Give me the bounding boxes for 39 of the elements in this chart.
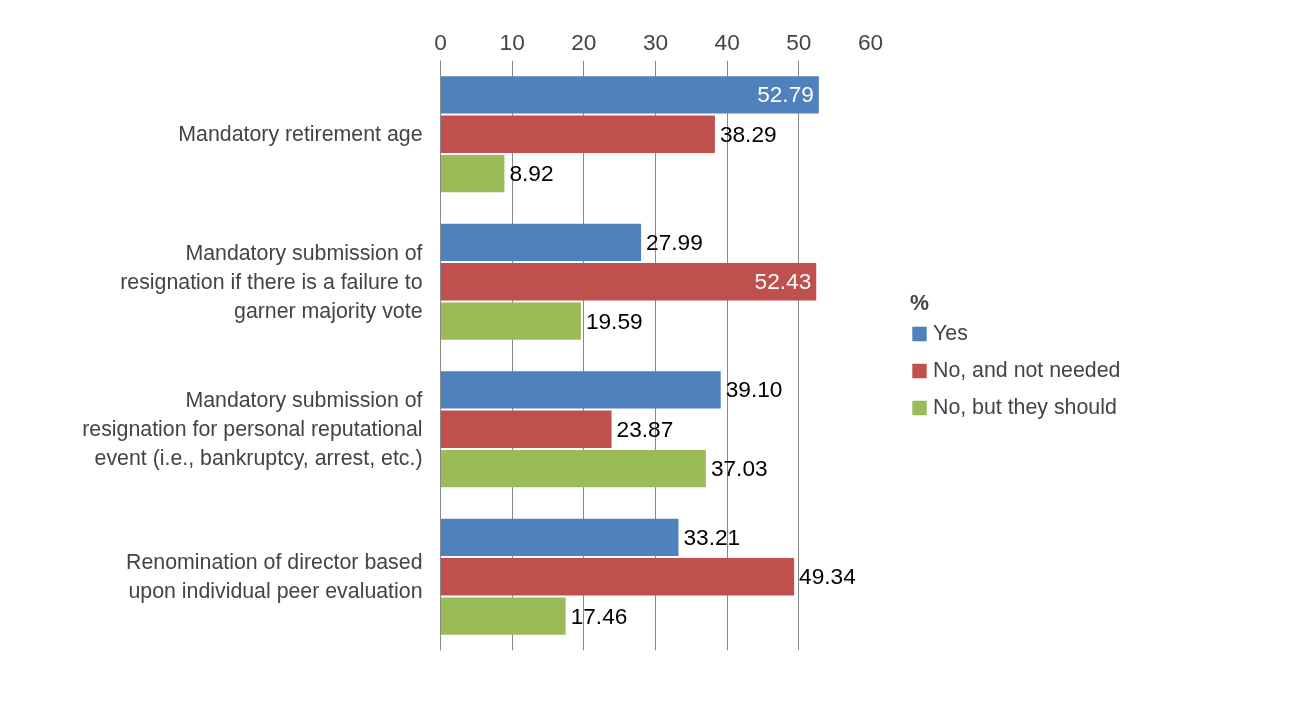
- data-label: 39.10: [725, 376, 783, 403]
- bar: [440, 263, 817, 301]
- y-tick-label: Mandatory submission of resignation for personal reputational event (i.e., bankruptcy, arrest, etc.): [82, 388, 423, 471]
- x-tick-label: 10: [499, 28, 525, 55]
- bar: [440, 154, 505, 193]
- data-label: 33.21: [683, 523, 741, 550]
- x-tick-label: 50: [786, 28, 812, 55]
- data-label: 52.79: [757, 81, 814, 108]
- x-tick-label: 30: [642, 28, 669, 55]
- data-label: 17.46: [570, 602, 628, 629]
- bar: [440, 410, 612, 448]
- data-label: 49.34: [799, 563, 856, 590]
- y-tick-label: Renomination of director based upon individual peer evaluation: [126, 550, 423, 604]
- data-label: 37.03: [710, 455, 768, 482]
- legend-label: Yes: [933, 320, 968, 346]
- bar: [440, 76, 819, 114]
- y-tick-label: Mandatory submission of resignation if there is a failure to garner majority vote: [120, 240, 423, 323]
- bar: [440, 449, 706, 488]
- data-label: 23.87: [616, 415, 674, 442]
- bar: [440, 223, 642, 262]
- y-tick-label: Mandatory retirement age: [178, 122, 423, 147]
- legend-label: No, and not needed: [933, 357, 1121, 383]
- data-label: 52.43: [754, 268, 812, 295]
- x-tick-label: 40: [714, 28, 740, 55]
- x-tick-label: 60: [857, 28, 884, 55]
- bar: [440, 558, 795, 596]
- x-tick-label: 0: [434, 28, 447, 55]
- bar: [440, 518, 679, 557]
- legend-label: No, but they should: [933, 394, 1117, 420]
- data-label: 8.92: [509, 160, 554, 187]
- data-label: 27.99: [646, 228, 703, 255]
- legend-title: %: [910, 290, 930, 316]
- bar: [440, 302, 581, 340]
- bar: [440, 371, 721, 409]
- x-tick-label: 20: [571, 28, 597, 55]
- data-label: 38.29: [719, 120, 777, 147]
- bar: [440, 597, 566, 635]
- bar: [440, 115, 715, 153]
- data-label: 19.59: [585, 307, 643, 334]
